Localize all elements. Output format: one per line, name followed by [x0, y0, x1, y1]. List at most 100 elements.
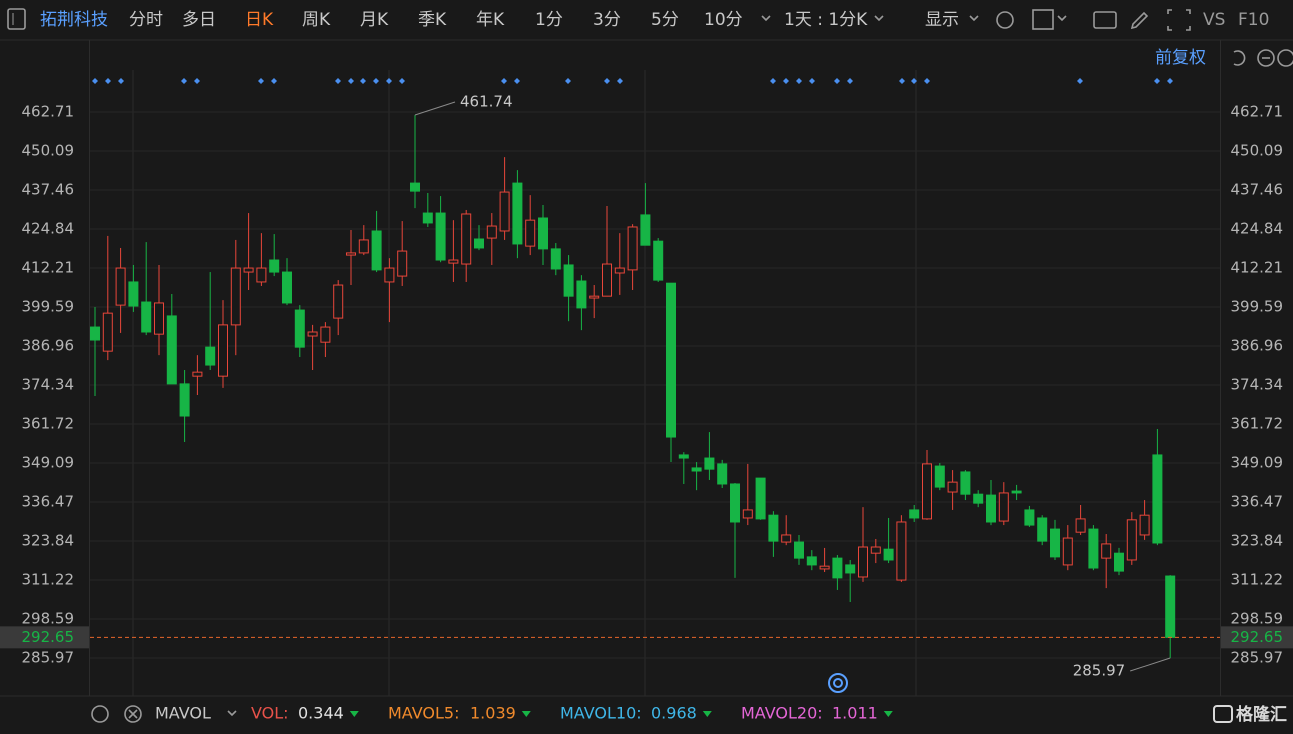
display-menu[interactable]: 显示 — [925, 10, 959, 30]
candle-body — [691, 467, 702, 472]
tab[interactable]: 季K — [418, 10, 447, 30]
event-marker[interactable] — [92, 78, 98, 84]
event-marker[interactable] — [834, 78, 840, 84]
candle-body — [998, 492, 1009, 522]
y-tick-label: 437.46 — [22, 181, 75, 199]
event-marker[interactable] — [181, 78, 187, 84]
zoom-in-icon[interactable] — [1277, 49, 1293, 67]
trend-arrow — [349, 711, 359, 717]
locate-icon[interactable] — [828, 673, 848, 693]
vs-button[interactable]: VS — [1203, 10, 1225, 30]
candle-body — [602, 263, 612, 297]
event-marker[interactable] — [604, 78, 610, 84]
candle-body — [1011, 490, 1022, 494]
indicator-value: 0.344 — [298, 704, 344, 723]
candle-body — [666, 282, 676, 438]
event-marker[interactable] — [617, 78, 623, 84]
candle-body — [525, 219, 536, 247]
adjust-button[interactable]: 前复权 — [1155, 48, 1206, 68]
candle-body — [1152, 454, 1163, 544]
event-marker[interactable] — [348, 78, 354, 84]
event-marker[interactable] — [565, 78, 571, 84]
y-tick-label-right: 349.09 — [1231, 454, 1284, 472]
camera-icon[interactable] — [1093, 11, 1117, 29]
candle-body — [742, 509, 753, 519]
trend-arrow — [883, 711, 893, 717]
zoom-out-icon[interactable] — [1257, 49, 1275, 67]
candle-body — [922, 463, 932, 520]
event-marker[interactable] — [105, 78, 111, 84]
event-marker[interactable] — [118, 78, 124, 84]
event-marker[interactable] — [924, 78, 930, 84]
pen-icon[interactable] — [1130, 11, 1149, 30]
stock-name[interactable]: 拓荆科技 — [40, 10, 108, 30]
indicator-name[interactable]: MAVOL — [155, 704, 211, 723]
indicator-values: VOL: 0.344 MAVOL5: 1.039 MAVOL10: 0.968 MAVOL2… — [251, 704, 893, 723]
candle-body — [653, 240, 664, 281]
candle-body — [282, 271, 292, 304]
candle-body — [986, 494, 996, 523]
event-marker[interactable] — [258, 78, 264, 84]
tab[interactable]: 分时 — [129, 10, 163, 30]
tab[interactable]: 10分 — [704, 10, 743, 30]
candle-body — [1114, 552, 1124, 572]
event-marker[interactable] — [360, 78, 366, 84]
plot: 462.71 462.71 450.09 450.09 437.46 437.46 424.… — [0, 70, 1293, 696]
candle-body — [589, 295, 600, 299]
candle-body — [1088, 528, 1099, 569]
candle-body — [320, 326, 331, 343]
event-marker[interactable] — [809, 78, 815, 84]
event-marker[interactable] — [514, 78, 520, 84]
candle-body — [768, 514, 779, 542]
event-marker[interactable] — [899, 78, 905, 84]
event-marker[interactable] — [399, 78, 405, 84]
fullscreen-icon[interactable] — [1167, 9, 1191, 31]
candle-body — [333, 284, 344, 319]
event-marker[interactable] — [194, 78, 200, 84]
candle-body — [730, 483, 740, 523]
candle-body — [230, 267, 241, 326]
logo-icon — [1213, 705, 1233, 723]
indicator-close-icon[interactable] — [124, 705, 142, 723]
tab[interactable]: 5分 — [651, 10, 679, 30]
event-marker[interactable] — [271, 78, 277, 84]
event-marker[interactable] — [783, 78, 789, 84]
candle-body — [294, 309, 305, 348]
more-chevron[interactable] — [761, 15, 771, 22]
candle-body — [1037, 517, 1048, 542]
event-marker[interactable] — [501, 78, 507, 84]
tab[interactable]: 周K — [302, 10, 331, 30]
event-marker[interactable] — [335, 78, 341, 84]
event-marker[interactable] — [1167, 78, 1173, 84]
candle-body — [269, 259, 280, 273]
tab[interactable]: 日K — [245, 10, 274, 30]
tab[interactable]: 3分 — [593, 10, 621, 30]
tab[interactable]: 1分 — [535, 10, 563, 30]
event-marker[interactable] — [770, 78, 776, 84]
event-marker[interactable] — [911, 78, 917, 84]
event-marker[interactable] — [1154, 78, 1160, 84]
event-marker[interactable] — [373, 78, 379, 84]
indicator-value: 1.039 — [470, 704, 516, 723]
draw-icon[interactable] — [1032, 9, 1054, 30]
event-marker[interactable] — [847, 78, 853, 84]
period-select[interactable]: 1天 : 1分K — [784, 10, 868, 30]
y-tick-label: 399.59 — [22, 298, 75, 316]
event-marker[interactable] — [796, 78, 802, 84]
tab[interactable]: 多日 — [182, 10, 216, 30]
event-marker[interactable] — [386, 78, 392, 84]
f10-button[interactable]: F10 — [1238, 10, 1269, 30]
y-tick-label: 323.84 — [22, 532, 75, 550]
tab[interactable]: 月K — [360, 10, 389, 30]
settings-icon[interactable] — [996, 11, 1014, 29]
tab[interactable]: 年K — [476, 10, 505, 30]
candle-body — [550, 248, 561, 270]
candle-body — [384, 267, 395, 283]
indicator-chevron — [227, 710, 237, 717]
panel-icon[interactable] — [7, 8, 26, 30]
reset-icon[interactable] — [1233, 50, 1246, 66]
indicator-settings-icon[interactable] — [91, 705, 109, 723]
event-marker[interactable] — [1077, 78, 1083, 84]
